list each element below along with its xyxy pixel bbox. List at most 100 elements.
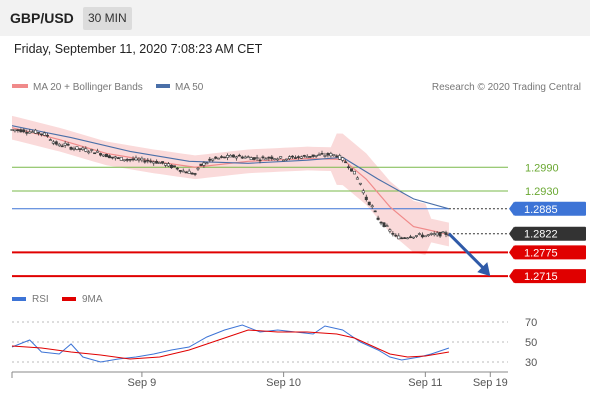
source-credit: Research © 2020 Trading Central — [432, 82, 581, 93]
candle-body — [131, 158, 135, 161]
candle-body — [320, 153, 324, 155]
candle-body — [161, 161, 165, 164]
rsi-9ma-line — [11, 329, 450, 360]
legend-ma50-label: MA 50 — [175, 82, 204, 93]
candle-body — [40, 133, 44, 136]
candle-body — [48, 139, 52, 141]
candle-body — [220, 156, 224, 158]
candle-body — [202, 162, 206, 166]
legend-ma50-swatch — [156, 84, 170, 88]
candle-body — [137, 158, 141, 161]
candle-body — [181, 170, 185, 173]
candle-body — [187, 170, 191, 174]
ma50-line — [11, 125, 450, 210]
candle-body — [314, 155, 318, 157]
timeframe-button[interactable]: 30 MIN — [83, 7, 132, 30]
candle-body — [149, 160, 153, 163]
level-tag-1.2885 — [514, 201, 586, 216]
candle-body — [367, 201, 371, 206]
level-label-1.2990: 1.2990 — [525, 162, 559, 174]
candle-body — [397, 235, 401, 240]
candle-body — [96, 150, 100, 153]
candle-body — [261, 156, 265, 159]
candle-body — [352, 170, 356, 175]
x-tick-label: Sep 11 — [408, 377, 442, 389]
candle-body — [438, 231, 442, 237]
candle-body — [184, 171, 188, 174]
candle-body — [279, 156, 283, 159]
legend-ma20-swatch — [12, 84, 28, 88]
candle-body — [10, 129, 14, 131]
candle-body — [350, 168, 354, 172]
level-label-1.2885: 1.2885 — [524, 204, 558, 216]
candle-body — [208, 158, 212, 161]
candle-body — [152, 161, 156, 164]
x-tick-label: Sep 19 — [473, 377, 508, 389]
candle-body — [128, 158, 132, 161]
candle-body — [63, 142, 67, 146]
timestamp: Friday, September 11, 2020 7:08:23 AM CE… — [14, 42, 263, 56]
candle-body — [51, 141, 55, 144]
level-tag-1.2822 — [514, 226, 586, 241]
candle-body — [299, 156, 303, 159]
candle-body — [13, 129, 17, 132]
candle-body — [196, 167, 200, 170]
candle-body — [435, 232, 439, 236]
level-label-1.2715: 1.2715 — [524, 271, 558, 283]
legend-ma20-label: MA 20 + Bollinger Bands — [33, 82, 143, 93]
candle-body — [288, 156, 292, 160]
candle-body — [140, 157, 144, 161]
candle-body — [246, 156, 250, 159]
candle-body — [376, 217, 380, 220]
candle-body — [379, 221, 383, 224]
candle-body — [358, 182, 362, 185]
level-tag-pointer-1.2775 — [509, 245, 514, 260]
candle-body — [317, 154, 321, 156]
candle-body — [329, 153, 333, 157]
candle-body — [178, 170, 182, 172]
candle-body — [164, 163, 168, 166]
candle-body — [255, 157, 259, 159]
candle-body — [344, 161, 348, 164]
candle-body — [84, 148, 88, 152]
rsi-tick-50: 50 — [525, 337, 537, 349]
candle-body — [409, 236, 413, 239]
legend-rsi-swatch — [12, 297, 26, 301]
rsi-line — [11, 324, 450, 363]
candle-body — [403, 237, 407, 239]
candle-body — [87, 151, 91, 154]
candle-body — [444, 232, 448, 235]
rsi-tick-70: 70 — [525, 317, 537, 329]
candle-body — [54, 141, 58, 145]
candle-body — [252, 157, 256, 160]
legend-9ma-label: 9MA — [82, 294, 103, 305]
bollinger-band — [12, 115, 449, 255]
candle-body — [249, 157, 253, 160]
candle-body — [228, 155, 232, 158]
candle-body — [429, 233, 433, 235]
candle-body — [382, 222, 386, 227]
candle-body — [193, 173, 197, 175]
candle-body — [400, 237, 404, 240]
candle-body — [441, 231, 445, 234]
level-label-1.2775: 1.2775 — [524, 247, 558, 259]
level-tag-1.2715 — [514, 269, 586, 284]
candle-body — [199, 163, 203, 166]
candle-body — [172, 165, 176, 168]
candle-body — [226, 155, 230, 158]
candle-body — [60, 145, 64, 148]
candle-body — [72, 148, 76, 150]
candle-body — [99, 153, 103, 156]
chart-panel — [0, 36, 590, 400]
candle-body — [16, 129, 20, 132]
candle-body — [267, 156, 271, 159]
candle-body — [69, 146, 73, 150]
forecast-arrow-shaft — [447, 232, 486, 271]
candle-body — [205, 162, 209, 165]
candle-body — [31, 131, 35, 133]
candle-body — [104, 153, 108, 158]
candle-body — [19, 129, 23, 133]
candle-body — [78, 148, 82, 150]
candle-body — [406, 237, 410, 240]
